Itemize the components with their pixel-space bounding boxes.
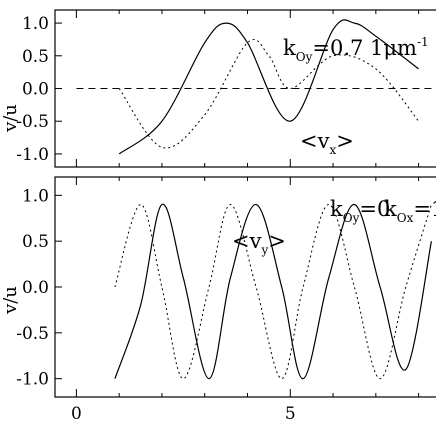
bottom-k-annotation: kOy=0	[330, 197, 390, 225]
y-tick-label: 1.0	[22, 186, 49, 206]
y-tick-label: -1.0	[16, 370, 49, 390]
bottom-panel: 1.00.50.0-0.5-1.005 v/u kOy=0 kOx=1 <vy>	[0, 176, 436, 424]
y-tick-label: -1.0	[16, 145, 49, 165]
bottom-v-sub: y	[260, 243, 268, 257]
top-k-sup: -1	[417, 35, 429, 49]
y-tick-label: -0.5	[16, 112, 49, 132]
bottom-panel-tick-labels: 1.0 0.5 0.0 -0.5 -1.0 0 5	[16, 186, 295, 424]
x-tick-label: 5	[285, 404, 296, 424]
top-panel-tick-labels: 1.0 0.5 0.0 -0.5 -1.0	[16, 14, 49, 165]
bottom-panel-ticks	[55, 177, 420, 397]
bottom-k2-rest: =1	[413, 197, 436, 221]
top-ylabel: v/u	[0, 104, 21, 133]
bottom-k-rest: =0	[359, 197, 390, 221]
bottom-k2-sub: Ox	[397, 211, 414, 225]
y-tick-label: 0.0	[22, 278, 49, 298]
bottom-k-sub: Oy	[343, 211, 360, 225]
bottom-k-main: k	[330, 197, 343, 221]
y-tick-label: -0.5	[16, 324, 49, 344]
bottom-v-annotation: <vy>	[232, 229, 286, 257]
bottom-panel-lines	[114, 203, 432, 380]
top-k-sub: Oy	[296, 50, 313, 64]
y-tick-label: 0.0	[22, 80, 49, 100]
bottom-k2-main: k	[384, 197, 397, 221]
y-tick-label: 0.5	[22, 47, 49, 67]
top-v-sub: x	[329, 143, 336, 157]
series-line-dotted	[114, 203, 432, 380]
bottom-ylabel: v/u	[0, 286, 21, 315]
bottom-v-open: <v	[232, 229, 262, 253]
top-v-annotation: <vx>	[300, 129, 354, 157]
series-line-solid	[114, 203, 432, 380]
top-k-rest: =0.7 1μm	[312, 36, 417, 60]
top-panel: 1.0 0.5 0.0 -0.5 -1.0 v/u kOy=0.7 1μm-1 <vx>	[0, 9, 436, 168]
top-panel-ticks	[55, 10, 420, 167]
series-line-solid	[118, 19, 419, 155]
bottom-v-close: >	[268, 229, 286, 253]
top-v-open: <v	[300, 129, 330, 153]
bottom-k2-annotation: kOx=1	[384, 197, 436, 225]
top-k-annotation: kOy=0.7 1μm-1	[283, 35, 429, 64]
top-k-main: k	[283, 36, 296, 60]
top-v-close: >	[336, 129, 354, 153]
top-panel-lines	[76, 19, 436, 155]
y-tick-label: 0.5	[22, 232, 49, 252]
y-tick-label: 1.0	[22, 14, 49, 34]
x-tick-label: 0	[71, 404, 82, 424]
